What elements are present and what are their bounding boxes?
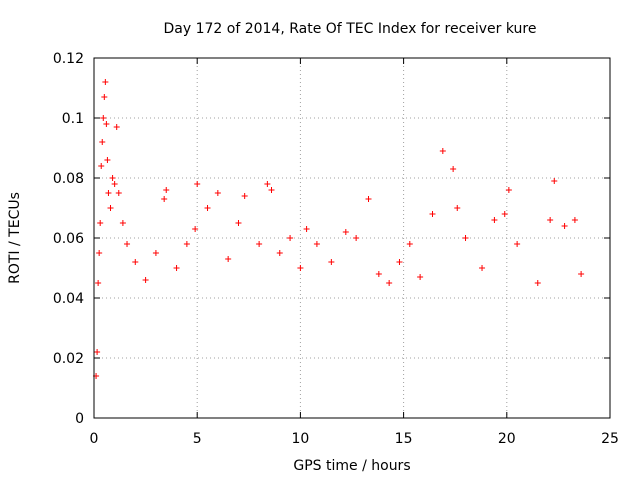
- data-point: [406, 241, 413, 247]
- y-tick-label: 0.1: [62, 111, 84, 127]
- y-tick-label: 0.12: [53, 51, 84, 67]
- data-point: [501, 211, 508, 217]
- data-point: [96, 250, 103, 256]
- data-points: [93, 79, 585, 379]
- x-tick-label: 20: [498, 431, 516, 447]
- data-point: [204, 205, 211, 211]
- data-point: [102, 79, 109, 85]
- y-tick-label: 0: [75, 411, 84, 427]
- x-tick-label: 5: [193, 431, 202, 447]
- data-point: [100, 115, 107, 121]
- data-point: [328, 259, 335, 265]
- data-point: [235, 220, 242, 226]
- data-point: [491, 217, 498, 223]
- data-point: [386, 280, 393, 286]
- y-tick-label: 0.02: [53, 351, 84, 367]
- data-point: [303, 226, 310, 232]
- data-point: [396, 259, 403, 265]
- y-axis-label: ROTI / TECUs: [7, 192, 23, 284]
- data-point: [173, 265, 180, 271]
- x-tick-label: 10: [291, 431, 309, 447]
- data-point: [99, 139, 106, 145]
- x-tick-label: 0: [90, 431, 99, 447]
- x-tick-label: 15: [395, 431, 413, 447]
- data-point: [163, 187, 170, 193]
- data-point: [256, 241, 263, 247]
- data-point: [287, 235, 294, 241]
- data-point: [183, 241, 190, 247]
- data-point: [313, 241, 320, 247]
- data-point: [142, 277, 149, 283]
- data-point: [462, 235, 469, 241]
- data-point: [439, 148, 446, 154]
- data-point: [276, 250, 283, 256]
- data-point: [479, 265, 486, 271]
- data-point: [124, 241, 131, 247]
- x-tick-label: 25: [601, 431, 619, 447]
- data-point: [152, 250, 159, 256]
- data-point: [104, 157, 111, 163]
- plot-frame: [93, 57, 611, 419]
- data-point: [132, 259, 139, 265]
- data-point: [94, 349, 101, 355]
- chart-title: Day 172 of 2014, Rate Of TEC Index for r…: [164, 21, 537, 37]
- y-tick-label: 0.04: [53, 291, 84, 307]
- data-point: [119, 220, 126, 226]
- data-point: [97, 220, 104, 226]
- data-point: [450, 166, 457, 172]
- data-point: [365, 196, 372, 202]
- data-point: [429, 211, 436, 217]
- data-point: [107, 205, 114, 211]
- data-point: [353, 235, 360, 241]
- data-point: [225, 256, 232, 262]
- grid-lines: [94, 58, 610, 418]
- y-tick-label: 0.08: [53, 171, 84, 187]
- data-point: [111, 181, 118, 187]
- data-point: [342, 229, 349, 235]
- data-point: [551, 178, 558, 184]
- y-tick-label: 0.06: [53, 231, 84, 247]
- data-point: [101, 94, 108, 100]
- data-point: [505, 187, 512, 193]
- data-point: [161, 196, 168, 202]
- data-point: [192, 226, 199, 232]
- data-point: [571, 217, 578, 223]
- data-point: [375, 271, 382, 277]
- data-point: [454, 205, 461, 211]
- data-point: [113, 124, 120, 130]
- x-axis-label: GPS time / hours: [293, 458, 410, 474]
- data-point: [241, 193, 248, 199]
- axis-ticks: 0 0.02 0.04 0.06 0.08 0.1 0.12 0 5 10 15 20 25: [53, 51, 619, 447]
- data-point: [214, 190, 221, 196]
- data-point: [547, 217, 554, 223]
- data-point: [194, 181, 201, 187]
- data-point: [95, 280, 102, 286]
- data-point: [297, 265, 304, 271]
- data-point: [578, 271, 585, 277]
- data-point: [561, 223, 568, 229]
- data-point: [417, 274, 424, 280]
- data-point: [115, 190, 122, 196]
- data-point: [105, 190, 112, 196]
- data-point: [264, 181, 271, 187]
- data-point: [514, 241, 521, 247]
- data-point: [534, 280, 541, 286]
- data-point: [98, 163, 105, 169]
- data-point: [268, 187, 275, 193]
- data-point: [109, 175, 116, 181]
- data-point: [103, 121, 110, 127]
